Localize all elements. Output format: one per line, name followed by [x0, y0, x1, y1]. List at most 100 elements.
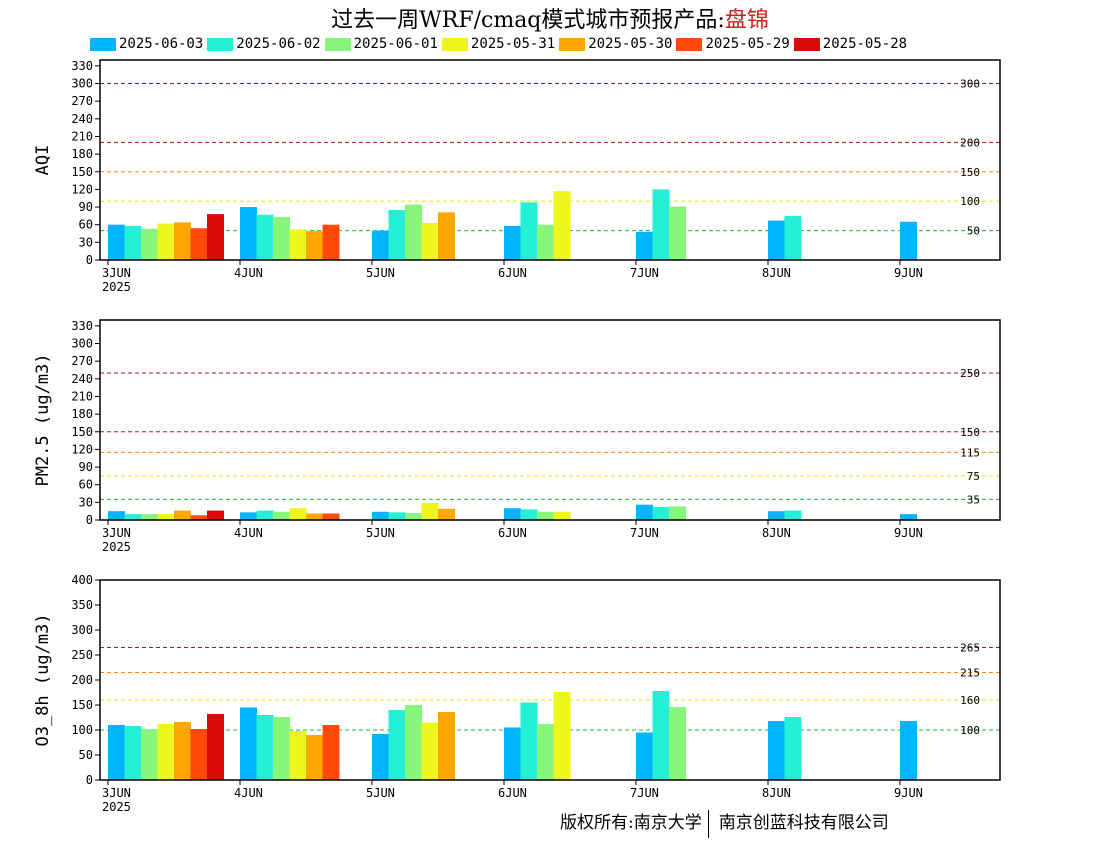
bar: [141, 228, 158, 260]
bar: [306, 513, 323, 520]
copyright-footer: 版权所有:南京大学 南京创蓝科技有限公司: [560, 808, 889, 838]
y-tick-label: 300: [71, 77, 93, 91]
legend-swatch: [441, 37, 468, 51]
y-tick-label: 60: [79, 218, 93, 232]
threshold-label: 100: [960, 724, 980, 737]
threshold-label: 75: [967, 470, 980, 483]
y-tick-label: 300: [71, 337, 93, 351]
bar: [520, 202, 538, 260]
legend-swatch: [90, 37, 116, 51]
bar: [157, 724, 175, 780]
legend-swatch: [676, 37, 703, 51]
y-tick-label: 60: [79, 478, 93, 492]
threshold-label: 160: [960, 694, 980, 707]
bar: [322, 224, 340, 260]
chart-legend: 2025-06-03 2025-06-02 2025-06-01 2025-05-31…: [90, 36, 911, 52]
bar: [240, 512, 257, 520]
bar: [174, 510, 191, 520]
y-tick-label: 30: [79, 495, 93, 509]
bar: [421, 722, 439, 780]
bar: [289, 229, 307, 260]
y-tick-label: 120: [71, 442, 93, 456]
x-tick-label: 4JUN: [234, 786, 263, 800]
y-tick-label: 150: [71, 425, 93, 439]
bar: [405, 512, 422, 520]
y-tick-label: 50: [79, 748, 93, 762]
legend-swatch: [559, 37, 586, 51]
threshold-label: 265: [960, 642, 980, 655]
bar: [108, 224, 125, 260]
bar: [372, 511, 389, 520]
bar: [504, 225, 521, 260]
y-tick-label: 210: [71, 389, 93, 403]
plot-frame: [99, 59, 1001, 261]
y-tick-label: 200: [71, 673, 93, 687]
legend-swatch: [207, 37, 234, 51]
y-tick-label: 240: [71, 372, 93, 386]
bar: [768, 220, 785, 260]
x-tick-label: 6JUN: [498, 266, 527, 280]
bar: [124, 514, 142, 520]
threshold-label: 250: [960, 367, 980, 380]
x-tick-label: 9JUN: [894, 526, 923, 540]
y-tick-label: 120: [71, 182, 93, 196]
bar: [438, 212, 455, 260]
bar: [504, 508, 521, 520]
y-tick-label: 210: [71, 129, 93, 143]
threshold-label: 100: [960, 195, 980, 208]
bar: [190, 228, 208, 260]
bar: [405, 204, 422, 260]
x-tick-label: 5JUN: [366, 526, 395, 540]
bar: [520, 509, 538, 520]
y-tick-label: 150: [71, 698, 93, 712]
bar: [669, 206, 686, 260]
y-tick-label: 0: [86, 513, 93, 527]
page-title: 过去一周WRF/cmaq模式城市预报产品:盘锦: [0, 2, 1100, 34]
bar: [504, 727, 521, 780]
y-tick-label: 180: [71, 407, 93, 421]
bar: [405, 705, 422, 780]
legend-item: 2025-05-28: [793, 36, 907, 52]
y-tick-label: 270: [71, 94, 93, 108]
bar: [784, 510, 802, 520]
bar: [900, 221, 917, 260]
title-prefix: 过去一周WRF/cmaq模式城市预报产品:: [331, 8, 725, 33]
legend-item: 2025-05-31: [441, 36, 555, 52]
bar: [553, 191, 571, 260]
x-tick-label: 4JUN: [234, 526, 263, 540]
bar: [289, 508, 307, 520]
threshold-label: 115: [960, 446, 980, 459]
chart-panel-3: 100 160 215 265 0 50 100 150 200 250 300 350 400 3JUN…: [33, 573, 1001, 814]
copyright-left: 版权所有:南京大学: [560, 813, 702, 833]
bar: [669, 506, 686, 520]
x-tick-label: 3JUN: [102, 526, 131, 540]
bar: [421, 222, 439, 260]
bar: [289, 731, 307, 780]
x-tick-label: 6JUN: [498, 526, 527, 540]
y-axis-label: PM2.5 (ug/m3): [33, 353, 53, 486]
y-tick-label: 300: [71, 623, 93, 637]
bar: [669, 707, 686, 780]
bar: [190, 515, 208, 520]
y-tick-label: 240: [71, 112, 93, 126]
bar: [553, 511, 571, 520]
bar: [207, 714, 224, 780]
bar: [636, 231, 653, 260]
x-tick-label: 4JUN: [234, 266, 263, 280]
bar: [768, 721, 785, 780]
y-tick-label: 250: [71, 648, 93, 662]
bar: [207, 510, 224, 520]
bar: [108, 511, 125, 520]
x-tick-label: 3JUN: [102, 786, 131, 800]
legend-label: 2025-06-01: [353, 36, 438, 52]
bar: [141, 729, 158, 780]
bar: [784, 215, 802, 260]
bar: [768, 511, 785, 520]
x-tick-label: 9JUN: [894, 786, 923, 800]
bar: [537, 511, 554, 520]
bar: [372, 734, 389, 780]
legend-item: 2025-05-30: [559, 36, 672, 52]
legend-label: 2025-05-29: [705, 36, 790, 52]
bar: [322, 725, 340, 780]
y-tick-label: 400: [71, 573, 93, 587]
